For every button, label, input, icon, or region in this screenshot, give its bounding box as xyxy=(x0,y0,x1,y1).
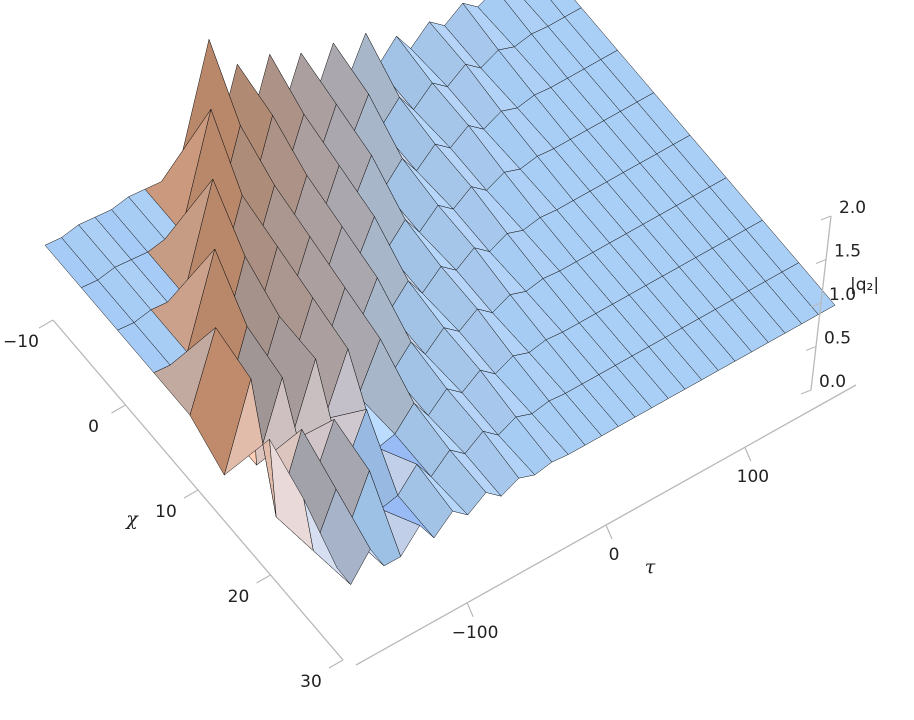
x-tick-label: 10 xyxy=(155,502,177,522)
z-tick-label: 2.0 xyxy=(839,198,866,218)
x-tick-label: 0 xyxy=(88,417,99,437)
x-tick xyxy=(183,489,199,499)
surface xyxy=(44,0,836,585)
y-tick xyxy=(744,446,752,462)
x-tick-label: 20 xyxy=(228,587,250,607)
x-axis-label: χ xyxy=(124,508,139,530)
x-tick xyxy=(111,404,126,414)
x-tick xyxy=(328,659,344,669)
x-tick-label: −10 xyxy=(3,332,39,352)
y-axis-label: τ xyxy=(645,556,656,578)
y-tick-label: 0 xyxy=(609,545,620,565)
z-tick xyxy=(815,258,827,265)
z-tick xyxy=(820,215,832,221)
x-tick xyxy=(38,319,54,329)
z-tick xyxy=(800,389,812,395)
z-tick-label: 0.0 xyxy=(819,372,846,392)
z-axis-label: |q₂| xyxy=(850,275,879,295)
y-tick-label: −100 xyxy=(452,623,499,643)
z-tick-label: 0.5 xyxy=(824,329,851,349)
y-tick xyxy=(605,524,613,540)
y-tick xyxy=(466,602,474,618)
surface-patch xyxy=(303,498,351,585)
z-tick xyxy=(810,302,822,308)
x-tick xyxy=(256,574,271,584)
x-tick-label: 30 xyxy=(300,672,322,692)
z-tick xyxy=(805,345,817,352)
y-tick-label: 100 xyxy=(737,467,769,487)
z-tick-label: 1.5 xyxy=(834,242,861,262)
z-tick-label: 1.0 xyxy=(829,285,856,305)
